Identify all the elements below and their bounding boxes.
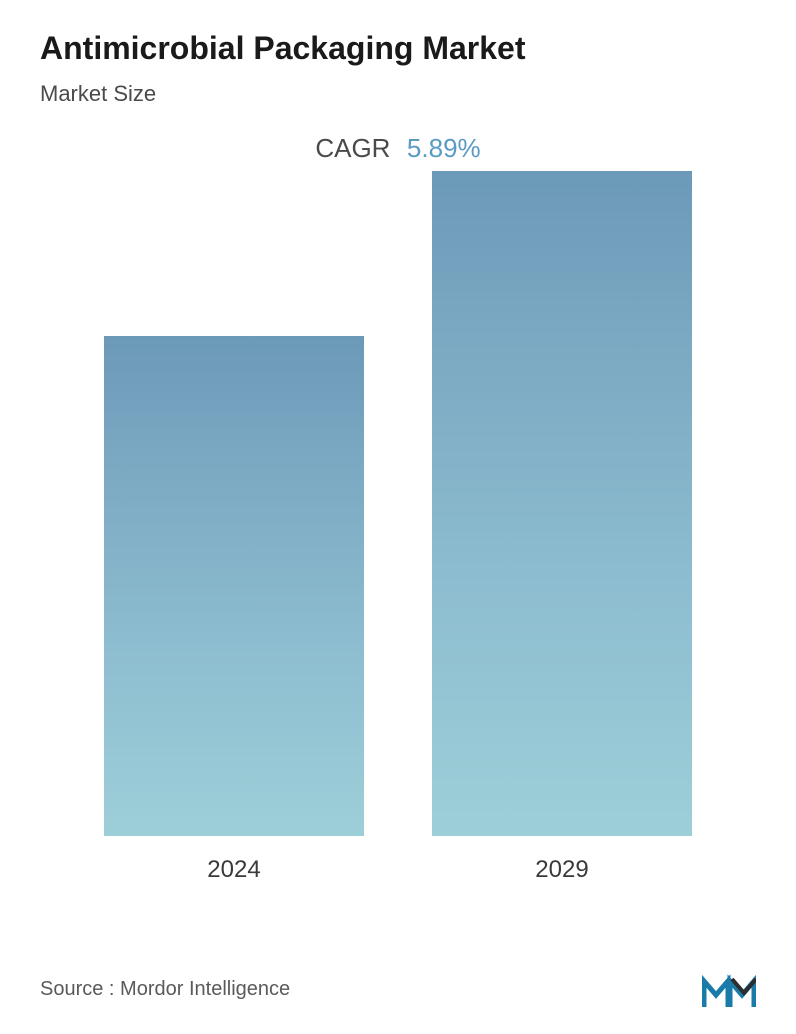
footer: Source : Mordor Intelligence — [40, 969, 756, 1009]
bar-group-2029: 2029 — [432, 171, 692, 884]
bar-label-2024: 2024 — [207, 856, 260, 884]
bar-2029 — [432, 171, 692, 836]
source-name: Mordor Intelligence — [120, 978, 290, 1000]
cagr-label: CAGR — [315, 133, 390, 163]
source-label: Source : — [40, 978, 114, 1000]
source-text: Source : Mordor Intelligence — [40, 978, 290, 1001]
cagr-row: CAGR 5.89% — [40, 133, 756, 164]
mordor-logo-icon — [702, 969, 756, 1009]
chart-subtitle: Market Size — [40, 81, 756, 107]
cagr-value: 5.89% — [407, 133, 481, 163]
bar-chart: 2024 2029 — [40, 204, 756, 884]
chart-title: Antimicrobial Packaging Market — [40, 30, 756, 67]
bar-label-2029: 2029 — [535, 856, 588, 884]
bar-group-2024: 2024 — [104, 336, 364, 884]
bar-2024 — [104, 336, 364, 836]
